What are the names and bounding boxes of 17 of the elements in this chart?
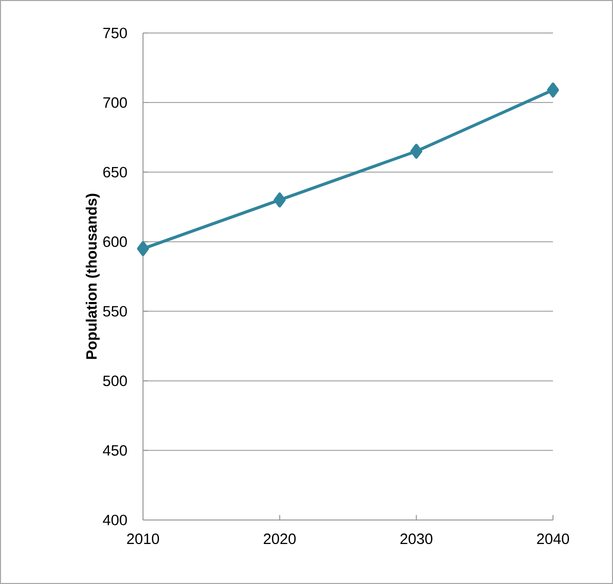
y-tick-label: 750 [103,28,127,38]
y-tick-label: 450 [102,445,127,456]
point [137,241,149,256]
y-tick-label: 500 [103,376,127,386]
y-tick-label: 600 [103,236,127,247]
x-tick-label: 2040 [537,534,570,544]
y-tick-label: 700 [103,97,127,108]
point [410,144,422,159]
y-tick-label: 400 [102,514,127,526]
y-tick-label: 550 [103,306,127,317]
y-axis-title: Population (thousands) [86,194,100,359]
x-tick-label: 2030 [400,534,432,544]
y-tick-label: 650 [103,166,127,178]
x-tick-label: 2010 [127,534,160,544]
x-tick-label: 2020 [264,534,296,544]
point [274,192,286,208]
point [547,82,559,98]
